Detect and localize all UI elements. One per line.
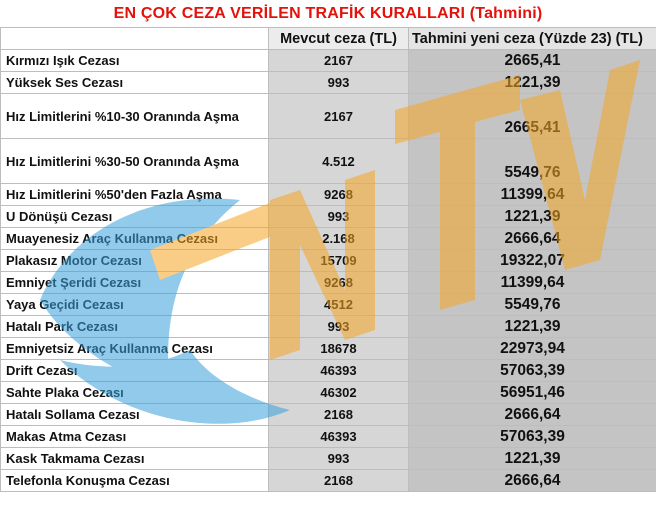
- fine-name: Hız Limitlerini %50'den Fazla Aşma: [0, 183, 269, 206]
- estimated-fine: 5549,76: [408, 138, 656, 184]
- estimated-fine: 5549,76: [408, 293, 656, 316]
- estimated-fine: 2665,41: [408, 93, 656, 139]
- table-row: Yüksek Ses Cezası 993 1221,39: [0, 71, 656, 94]
- estimated-fine: 1221,39: [408, 205, 656, 228]
- current-fine: 4512: [268, 293, 409, 316]
- fine-name: Hız Limitlerini %30-50 Oranında Aşma: [0, 138, 269, 184]
- fine-name: Hız Limitlerini %10-30 Oranında Aşma: [0, 93, 269, 139]
- estimated-fine: 56951,46: [408, 381, 656, 404]
- estimated-fine: 1221,39: [408, 447, 656, 470]
- table-row: Muayenesiz Araç Kullanma Cezası 2.168 2666…: [0, 227, 656, 250]
- current-fine: 46393: [268, 425, 409, 448]
- fine-name: Kırmızı Işık Cezası: [0, 49, 269, 72]
- estimated-fine: 2666,64: [408, 403, 656, 426]
- current-fine: 993: [268, 447, 409, 470]
- header-row: Mevcut ceza (TL) Tahmini yeni ceza (Yüzd…: [0, 27, 656, 50]
- fine-name: Hatalı Sollama Cezası: [0, 403, 269, 426]
- estimated-fine: 2666,64: [408, 227, 656, 250]
- fine-name: Sahte Plaka Cezası: [0, 381, 269, 404]
- table-row: Drift Cezası 46393 57063,39: [0, 359, 656, 382]
- current-fine: 9268: [268, 271, 409, 294]
- estimated-fine: 57063,39: [408, 425, 656, 448]
- current-fine: 993: [268, 205, 409, 228]
- fines-table: Mevcut ceza (TL) Tahmini yeni ceza (Yüzd…: [0, 27, 656, 492]
- fine-name: Hatalı Park Cezası: [0, 315, 269, 338]
- estimated-fine: 57063,39: [408, 359, 656, 382]
- fine-name: Plakasız Motor Cezası: [0, 249, 269, 272]
- estimated-fine: 19322,07: [408, 249, 656, 272]
- table-row: Hız Limitlerini %50'den Fazla Aşma 9268 11…: [0, 183, 656, 206]
- current-fine: 2168: [268, 469, 409, 492]
- table-row: Hız Limitlerini %10-30 Oranında Aşma 2167…: [0, 93, 656, 139]
- fine-name: Emniyet Şeridi Cezası: [0, 271, 269, 294]
- current-fine: 9268: [268, 183, 409, 206]
- current-fine: 2167: [268, 49, 409, 72]
- table-row: Telefonla Konuşma Cezası 2168 2666,64: [0, 469, 656, 492]
- estimated-fine: 2666,64: [408, 469, 656, 492]
- page-title: EN ÇOK CEZA VERİLEN TRAFİK KURALLARI (Ta…: [113, 5, 543, 22]
- current-fine: 2168: [268, 403, 409, 426]
- fine-name: Muayenesiz Araç Kullanma Cezası: [0, 227, 269, 250]
- current-fine: 2.168: [268, 227, 409, 250]
- fine-name: Makas Atma Cezası: [0, 425, 269, 448]
- current-fine: 18678: [268, 337, 409, 360]
- table-row: Sahte Plaka Cezası 46302 56951,46: [0, 381, 656, 404]
- estimated-fine: 2665,41: [408, 49, 656, 72]
- fine-name: Yaya Geçidi Cezası: [0, 293, 269, 316]
- current-fine: 46302: [268, 381, 409, 404]
- table-row: Emniyetsiz Araç Kullanma Cezası 18678 2297…: [0, 337, 656, 360]
- header-current-fine: Mevcut ceza (TL): [268, 27, 409, 50]
- estimated-fine: 1221,39: [408, 71, 656, 94]
- current-fine: 46393: [268, 359, 409, 382]
- table-row: Hız Limitlerini %30-50 Oranında Aşma 4.51…: [0, 138, 656, 184]
- table-row: Plakasız Motor Cezası 15709 19322,07: [0, 249, 656, 272]
- table-row: Hatalı Park Cezası 993 1221,39: [0, 315, 656, 338]
- table-row: U Dönüşü Cezası 993 1221,39: [0, 205, 656, 228]
- current-fine: 4.512: [268, 138, 409, 184]
- fine-name: Telefonla Konuşma Cezası: [0, 469, 269, 492]
- current-fine: 15709: [268, 249, 409, 272]
- fine-name: Yüksek Ses Cezası: [0, 71, 269, 94]
- fine-name: Drift Cezası: [0, 359, 269, 382]
- table-row: Makas Atma Cezası 46393 57063,39: [0, 425, 656, 448]
- fine-name: Kask Takmama Cezası: [0, 447, 269, 470]
- current-fine: 993: [268, 315, 409, 338]
- estimated-fine: 11399,64: [408, 271, 656, 294]
- current-fine: 2167: [268, 93, 409, 139]
- header-estimated-fine: Tahmini yeni ceza (Yüzde 23) (TL): [408, 27, 656, 50]
- header-name: [0, 27, 269, 50]
- table-row: Emniyet Şeridi Cezası 9268 11399,64: [0, 271, 656, 294]
- fine-name: U Dönüşü Cezası: [0, 205, 269, 228]
- estimated-fine: 11399,64: [408, 183, 656, 206]
- table-row: Kask Takmama Cezası 993 1221,39: [0, 447, 656, 470]
- estimated-fine: 1221,39: [408, 315, 656, 338]
- current-fine: 993: [268, 71, 409, 94]
- fine-name: Emniyetsiz Araç Kullanma Cezası: [0, 337, 269, 360]
- table-row: Yaya Geçidi Cezası 4512 5549,76: [0, 293, 656, 316]
- table-row: Hatalı Sollama Cezası 2168 2666,64: [0, 403, 656, 426]
- table-row: Kırmızı Işık Cezası 2167 2665,41: [0, 49, 656, 72]
- estimated-fine: 22973,94: [408, 337, 656, 360]
